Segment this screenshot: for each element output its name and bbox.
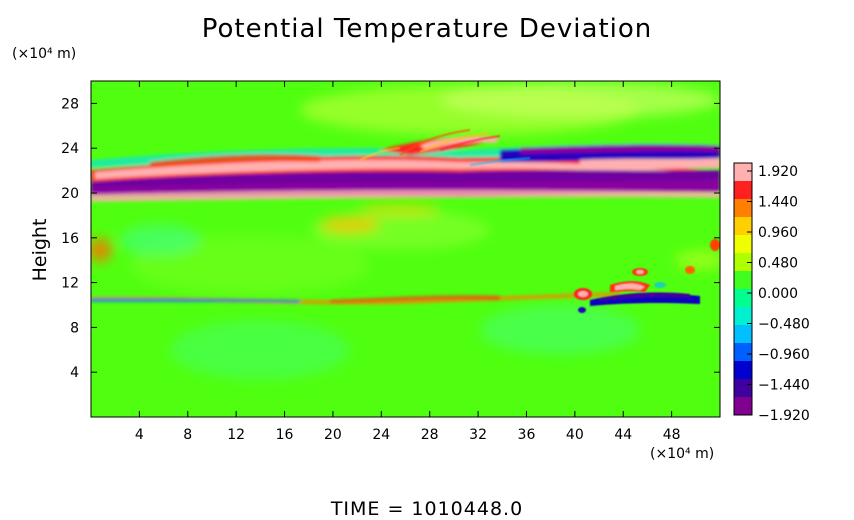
colorbar-swatch [734, 163, 752, 182]
chart-title: Potential Temperature Deviation [201, 14, 653, 44]
colorbar-swatch [734, 253, 752, 272]
x-tick-label: 40 [566, 427, 584, 443]
x-tick-label: 4 [135, 427, 144, 443]
x-tick-label: 48 [663, 427, 681, 443]
colorbar-tick-label: −0.480 [758, 317, 810, 333]
y-axis-unit: (×10⁴ m) [12, 46, 77, 62]
colorbar-tick-label: 1.440 [758, 195, 798, 211]
plot-frame [90, 80, 721, 418]
colorbar-swatch [734, 361, 752, 380]
colorbar-tick-label: 0.000 [758, 286, 798, 302]
colorbar-frame [733, 162, 753, 416]
colorbar-tick-label: −1.440 [758, 378, 810, 394]
colorbar-swatch [734, 325, 752, 344]
colorbar-swatch [734, 199, 752, 218]
colorbar-tick-label: 1.920 [758, 164, 798, 180]
x-tick-label: 24 [372, 427, 390, 443]
x-axis-unit: (×10⁴ m) [650, 446, 715, 462]
colorbar-tick-label: 0.480 [758, 256, 798, 272]
x-tick-label: 32 [469, 427, 487, 443]
colorbar-swatch [734, 271, 752, 290]
x-tick-label: 36 [518, 427, 536, 443]
colorbar-tick-label: 0.960 [758, 225, 798, 241]
y-tick-label: 20 [61, 186, 79, 202]
plot-field [91, 81, 720, 417]
x-tick-label: 8 [183, 427, 192, 443]
x-tick-label: 28 [421, 427, 439, 443]
colorbar-tick-label: −1.920 [758, 408, 810, 424]
y-tick-label: 28 [61, 96, 79, 112]
upper-band-ripples [359, 129, 531, 166]
time-footer: TIME = 1010448.0 [330, 498, 524, 520]
right-disturbance [574, 239, 720, 313]
colorbar: 1.920 1.440 0.960 0.480 0.000 −0.480 −0.960 −1.… [733, 162, 810, 424]
x-tick-label: 44 [614, 427, 632, 443]
y-tick-label: 24 [61, 141, 79, 157]
y-tick-label: 12 [61, 276, 79, 292]
y-axis-ticks: 4 8 12 16 20 24 28 [61, 96, 720, 381]
y-tick-label: 16 [61, 231, 79, 247]
x-tick-label: 16 [276, 427, 294, 443]
x-axis-ticks: 4 8 12 16 20 24 28 32 36 40 44 48 [135, 81, 681, 443]
x-tick-label: 20 [324, 427, 342, 443]
colorbar-swatch [734, 181, 752, 200]
upper-band [91, 136, 720, 202]
colorbar-swatch [734, 379, 752, 398]
colorbar-swatch [734, 397, 752, 416]
field-background-texture [91, 82, 720, 380]
colorbar-swatch [734, 235, 752, 254]
colorbar-swatch [734, 289, 752, 308]
lower-layer [91, 292, 620, 305]
y-tick-label: 4 [70, 365, 79, 381]
x-tick-label: 12 [227, 427, 245, 443]
colorbar-swatch [734, 343, 752, 362]
y-tick-label: 8 [70, 320, 79, 336]
colorbar-tick-label: −0.960 [758, 347, 810, 363]
colorbar-swatch [734, 217, 752, 236]
colorbar-swatch [734, 307, 752, 326]
